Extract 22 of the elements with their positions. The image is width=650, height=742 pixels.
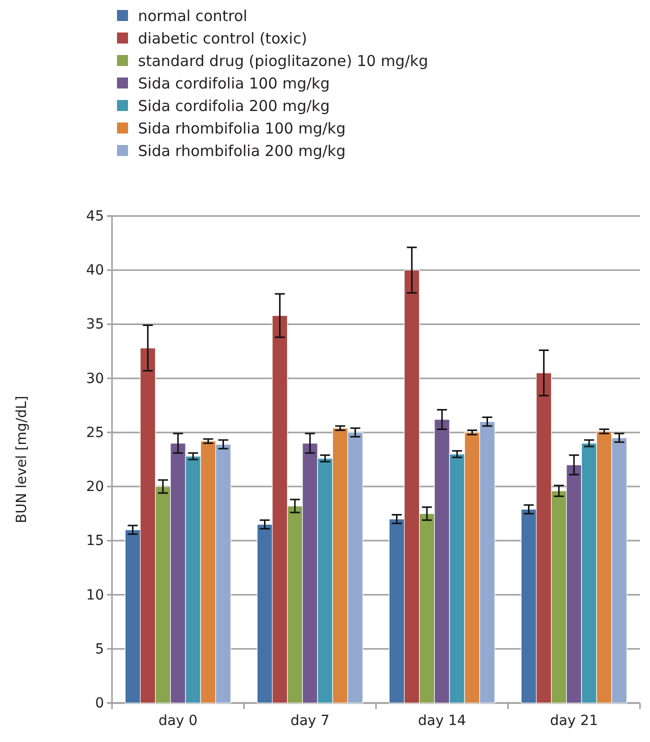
y-axis-title: BUN level [mg/dL] xyxy=(14,396,30,524)
x-tick-label: day 14 xyxy=(418,712,466,729)
legend-label: Sida rhombifolia 200 mg/kg xyxy=(138,142,346,160)
x-tick-label: day 0 xyxy=(158,712,198,729)
y-tick-label: 45 xyxy=(86,208,104,224)
y-tick-label: 20 xyxy=(86,479,104,496)
y-tick-label: 30 xyxy=(86,370,104,387)
legend-label: diabetic control (toxic) xyxy=(138,30,308,48)
legend-label: Sida cordifolia 200 mg/kg xyxy=(138,97,330,115)
y-tick-label: 0 xyxy=(95,695,104,712)
legend-label: standard drug (pioglitazone) 10 mg/kg xyxy=(138,52,428,70)
legend-label: Sida rhombifolia 100 mg/kg xyxy=(138,120,346,138)
y-tick-label: 25 xyxy=(86,424,104,441)
x-tick-label: day 7 xyxy=(290,712,330,729)
y-tick-label: 35 xyxy=(86,316,104,333)
y-tick-label: 10 xyxy=(86,587,104,604)
y-tick-label: 15 xyxy=(86,533,104,550)
y-tick-label: 40 xyxy=(86,262,104,279)
y-tick-label: 5 xyxy=(95,641,104,658)
legend-label: normal control xyxy=(138,7,248,25)
legend-label: Sida cordifolia 100 mg/kg xyxy=(138,74,330,92)
x-tick-label: day 21 xyxy=(550,712,598,729)
